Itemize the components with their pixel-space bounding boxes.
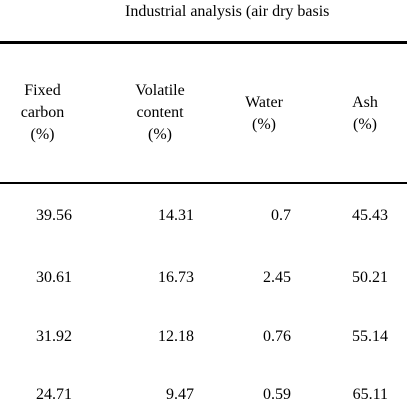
table-cell: 24.71: [36, 386, 72, 403]
table-cell: 2.45: [263, 269, 291, 286]
header-rule: [0, 182, 407, 184]
table-cell: 0.76: [263, 328, 291, 345]
table-cell: 39.56: [36, 207, 72, 224]
table-cell: 65.11: [352, 386, 388, 403]
header-line: (%): [353, 116, 377, 133]
table-cell: 14.31: [158, 207, 194, 224]
table-cell: 55.14: [352, 328, 388, 345]
table-cell: 12.18: [158, 328, 194, 345]
header-ash: Ash (%): [335, 92, 395, 136]
header-water: Water (%): [228, 92, 300, 136]
header-line: (%): [148, 126, 172, 143]
table-cell: 9.47: [166, 386, 194, 403]
header-line: Ash: [352, 94, 378, 111]
header-line: (%): [30, 126, 55, 143]
table-cell: 30.61: [36, 269, 72, 286]
header-line: Fixed: [24, 82, 61, 99]
header-line: Volatile: [135, 82, 185, 99]
header-line: carbon: [20, 104, 65, 121]
header-line: Water: [245, 94, 283, 111]
header-line: (%): [252, 116, 276, 133]
table-cell: 45.43: [352, 207, 388, 224]
header-fixed-carbon: Fixed carbon (%): [0, 80, 85, 146]
table-cell: 16.73: [158, 269, 194, 286]
table-caption: Industrial analysis (air dry basis: [125, 3, 330, 20]
table-cell: 0.7: [271, 207, 291, 224]
header-volatile-content: Volatile content (%): [110, 80, 210, 146]
table-cell: 31.92: [36, 328, 72, 345]
table-cell: 50.21: [352, 269, 388, 286]
table-cell: 0.59: [263, 386, 291, 403]
top-rule: [0, 41, 407, 44]
header-line: content: [136, 104, 184, 121]
